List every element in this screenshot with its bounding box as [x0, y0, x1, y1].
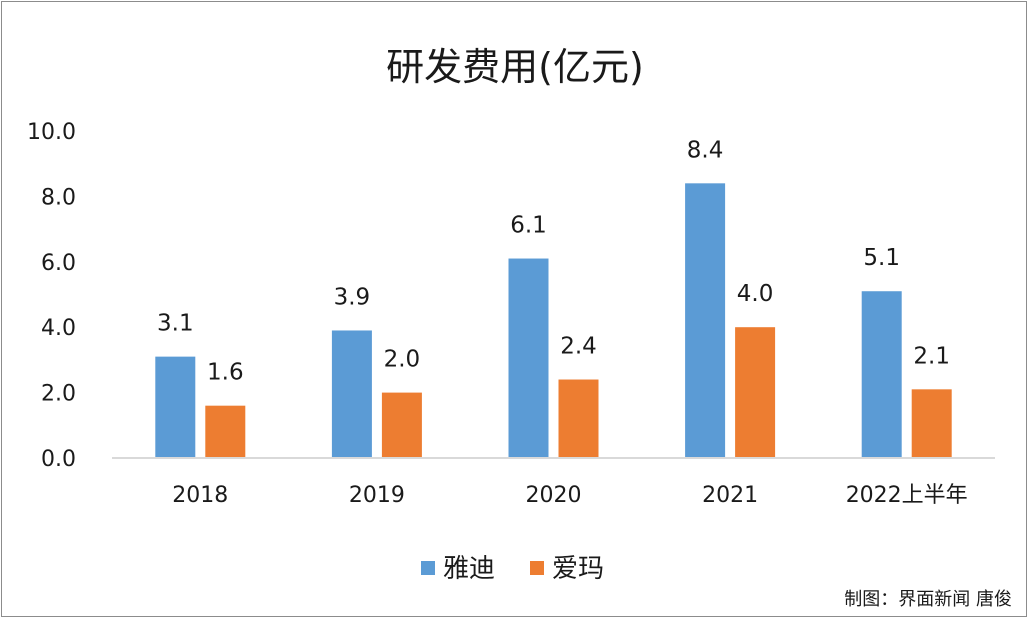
legend-label: 爱玛 — [552, 554, 604, 584]
data-label: 8.4 — [687, 137, 724, 163]
x-axis: 2018 2019 2020 2021 2022上半年 — [112, 457, 995, 508]
data-label: 2.4 — [560, 334, 597, 360]
x-tick-label: 2019 — [349, 483, 405, 508]
y-tick-label: 6.0 — [41, 251, 76, 276]
x-tick-label: 2021 — [702, 483, 758, 508]
bar-group: 3.1 1.6 3.9 2.0 6.1 2.4 8.4 4.0 5.1 2.1 — [155, 137, 952, 458]
data-label: 2.1 — [913, 343, 950, 369]
y-tick-label: 10.0 — [27, 120, 76, 145]
y-tick-label: 4.0 — [41, 316, 76, 341]
chart-title: 研发费用(亿元) — [386, 45, 644, 89]
y-tick-label: 0.0 — [41, 447, 76, 472]
data-label: 4.0 — [737, 281, 774, 307]
x-tick-label: 2022上半年 — [846, 483, 968, 508]
x-tick-label: 2020 — [526, 483, 582, 508]
y-axis: 0.0 2.0 4.0 6.0 8.0 10.0 — [27, 120, 76, 472]
bar-雅迪-2018 — [155, 356, 196, 458]
data-label: 3.9 — [334, 284, 371, 310]
data-label: 6.1 — [510, 213, 547, 239]
bar-雅迪-2022上半年 — [861, 291, 902, 458]
credit-text: 制图：界面新闻 唐俊 — [844, 589, 1012, 610]
bar-雅迪-2020 — [508, 258, 549, 458]
bar-爱玛-2020 — [558, 379, 599, 458]
bar-雅迪-2021 — [685, 183, 726, 458]
bar-爱玛-2018 — [205, 405, 246, 458]
legend-swatch — [530, 561, 544, 575]
legend-label: 雅迪 — [443, 554, 495, 584]
data-label: 1.6 — [207, 360, 244, 386]
x-tick-label: 2018 — [172, 483, 228, 508]
data-label: 2.0 — [384, 347, 421, 373]
data-label: 3.1 — [157, 311, 194, 337]
bar-爱玛-2019 — [381, 392, 422, 458]
legend-swatch — [421, 561, 435, 575]
legend: 雅迪 爱玛 — [421, 554, 604, 584]
bar-爱玛-2021 — [735, 327, 776, 458]
data-label: 5.1 — [863, 245, 900, 271]
bar-雅迪-2019 — [331, 330, 372, 458]
y-tick-label: 2.0 — [41, 382, 76, 407]
bar-爱玛-2022上半年 — [911, 389, 952, 458]
y-tick-label: 8.0 — [41, 185, 76, 210]
